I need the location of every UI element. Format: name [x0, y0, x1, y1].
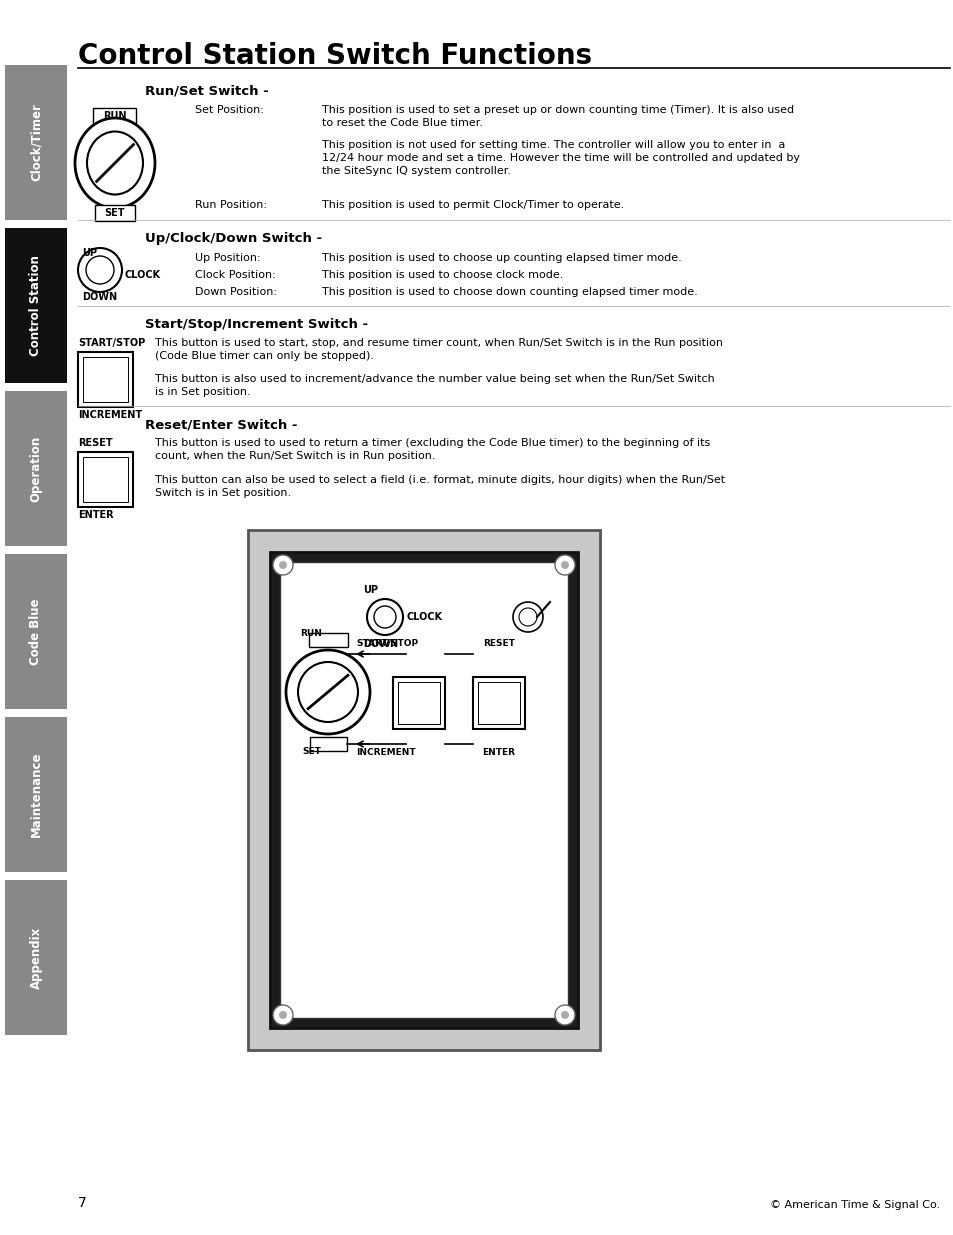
- Text: INCREMENT: INCREMENT: [78, 410, 142, 420]
- Text: Run/Set Switch -: Run/Set Switch -: [145, 84, 269, 98]
- Text: This button is also used to increment/advance the number value being set when th: This button is also used to increment/ad…: [154, 374, 714, 398]
- Bar: [248, 530, 599, 1050]
- Bar: [280, 562, 567, 1018]
- Bar: [5, 555, 67, 709]
- Text: RESET: RESET: [78, 438, 112, 448]
- Bar: [310, 737, 347, 751]
- Bar: [309, 634, 348, 647]
- Text: DOWN: DOWN: [82, 291, 117, 303]
- Bar: [473, 677, 524, 729]
- Circle shape: [278, 561, 287, 569]
- Text: Up/Clock/Down Switch -: Up/Clock/Down Switch -: [145, 232, 322, 245]
- Bar: [5, 228, 67, 383]
- Text: This position is used to permit Clock/Timer to operate.: This position is used to permit Clock/Ti…: [322, 200, 623, 210]
- Bar: [78, 452, 132, 508]
- Text: This button is used to start, stop, and resume timer count, when Run/Set Switch : This button is used to start, stop, and …: [154, 338, 722, 361]
- Circle shape: [297, 662, 357, 722]
- Bar: [5, 718, 67, 872]
- Text: Code Blue: Code Blue: [30, 598, 43, 664]
- Text: RUN: RUN: [103, 111, 127, 121]
- Text: START/STOP: START/STOP: [78, 338, 145, 348]
- Text: ENTER: ENTER: [78, 510, 113, 520]
- Text: This position is used to choose down counting elapsed timer mode.: This position is used to choose down cou…: [322, 287, 697, 296]
- Circle shape: [518, 608, 537, 626]
- Bar: [95, 205, 135, 221]
- Circle shape: [273, 555, 293, 576]
- Text: UP: UP: [363, 585, 377, 595]
- Text: Clock/Timer: Clock/Timer: [30, 104, 43, 182]
- Bar: [5, 65, 67, 220]
- Circle shape: [278, 1011, 287, 1019]
- Text: Clock Position:: Clock Position:: [194, 270, 275, 280]
- Bar: [397, 682, 439, 724]
- Text: Start/Stop/Increment Switch -: Start/Stop/Increment Switch -: [145, 317, 368, 331]
- Text: Maintenance: Maintenance: [30, 752, 43, 837]
- Text: DOWN: DOWN: [363, 638, 397, 650]
- Bar: [477, 682, 519, 724]
- Text: Control Station: Control Station: [30, 256, 43, 356]
- Ellipse shape: [87, 131, 143, 194]
- Circle shape: [374, 606, 395, 629]
- Bar: [270, 552, 578, 1028]
- Circle shape: [513, 601, 542, 632]
- Bar: [83, 357, 128, 403]
- Circle shape: [86, 256, 113, 284]
- Text: Down Position:: Down Position:: [194, 287, 276, 296]
- Text: This button is used to used to return a timer (excluding the Code Blue timer) to: This button is used to used to return a …: [154, 438, 709, 461]
- Text: RESET: RESET: [482, 638, 515, 648]
- Text: © American Time & Signal Co.: © American Time & Signal Co.: [769, 1200, 939, 1210]
- Circle shape: [273, 1005, 293, 1025]
- Text: This button can also be used to select a field (i.e. format, minute digits, hour: This button can also be used to select a…: [154, 475, 724, 498]
- Text: Reset/Enter Switch -: Reset/Enter Switch -: [145, 417, 297, 431]
- Text: UP: UP: [82, 248, 97, 258]
- Bar: [5, 391, 67, 546]
- Text: This position is used to choose up counting elapsed timer mode.: This position is used to choose up count…: [322, 253, 681, 263]
- Text: ENTER: ENTER: [482, 748, 515, 757]
- Bar: [83, 457, 128, 501]
- Text: Appendix: Appendix: [30, 926, 43, 989]
- Text: Up Position:: Up Position:: [194, 253, 260, 263]
- Text: SET: SET: [302, 746, 321, 756]
- Text: This position is used to set a preset up or down counting time (Timer). It is al: This position is used to set a preset up…: [322, 105, 793, 128]
- Ellipse shape: [75, 119, 154, 207]
- Bar: [78, 352, 132, 408]
- Text: CLOCK: CLOCK: [407, 613, 442, 622]
- Circle shape: [560, 1011, 568, 1019]
- Text: RUN: RUN: [300, 629, 321, 637]
- Bar: [5, 881, 67, 1035]
- Text: Set Position:: Set Position:: [194, 105, 264, 115]
- Bar: [92, 107, 136, 124]
- Text: Control Station Switch Functions: Control Station Switch Functions: [78, 42, 592, 70]
- Circle shape: [560, 561, 568, 569]
- Text: INCREMENT: INCREMENT: [355, 748, 416, 757]
- Text: START/STOP: START/STOP: [355, 638, 417, 648]
- Text: This position is not used for setting time. The controller will allow you to ent: This position is not used for setting ti…: [322, 140, 800, 177]
- Circle shape: [78, 248, 122, 291]
- Text: 7: 7: [78, 1195, 87, 1210]
- Circle shape: [555, 555, 575, 576]
- Circle shape: [286, 650, 370, 734]
- Bar: [393, 677, 444, 729]
- Text: Operation: Operation: [30, 436, 43, 501]
- Text: CLOCK: CLOCK: [125, 270, 161, 280]
- Text: SET: SET: [105, 207, 125, 219]
- Circle shape: [555, 1005, 575, 1025]
- Circle shape: [367, 599, 402, 635]
- Text: Run Position:: Run Position:: [194, 200, 267, 210]
- Text: This position is used to choose clock mode.: This position is used to choose clock mo…: [322, 270, 563, 280]
